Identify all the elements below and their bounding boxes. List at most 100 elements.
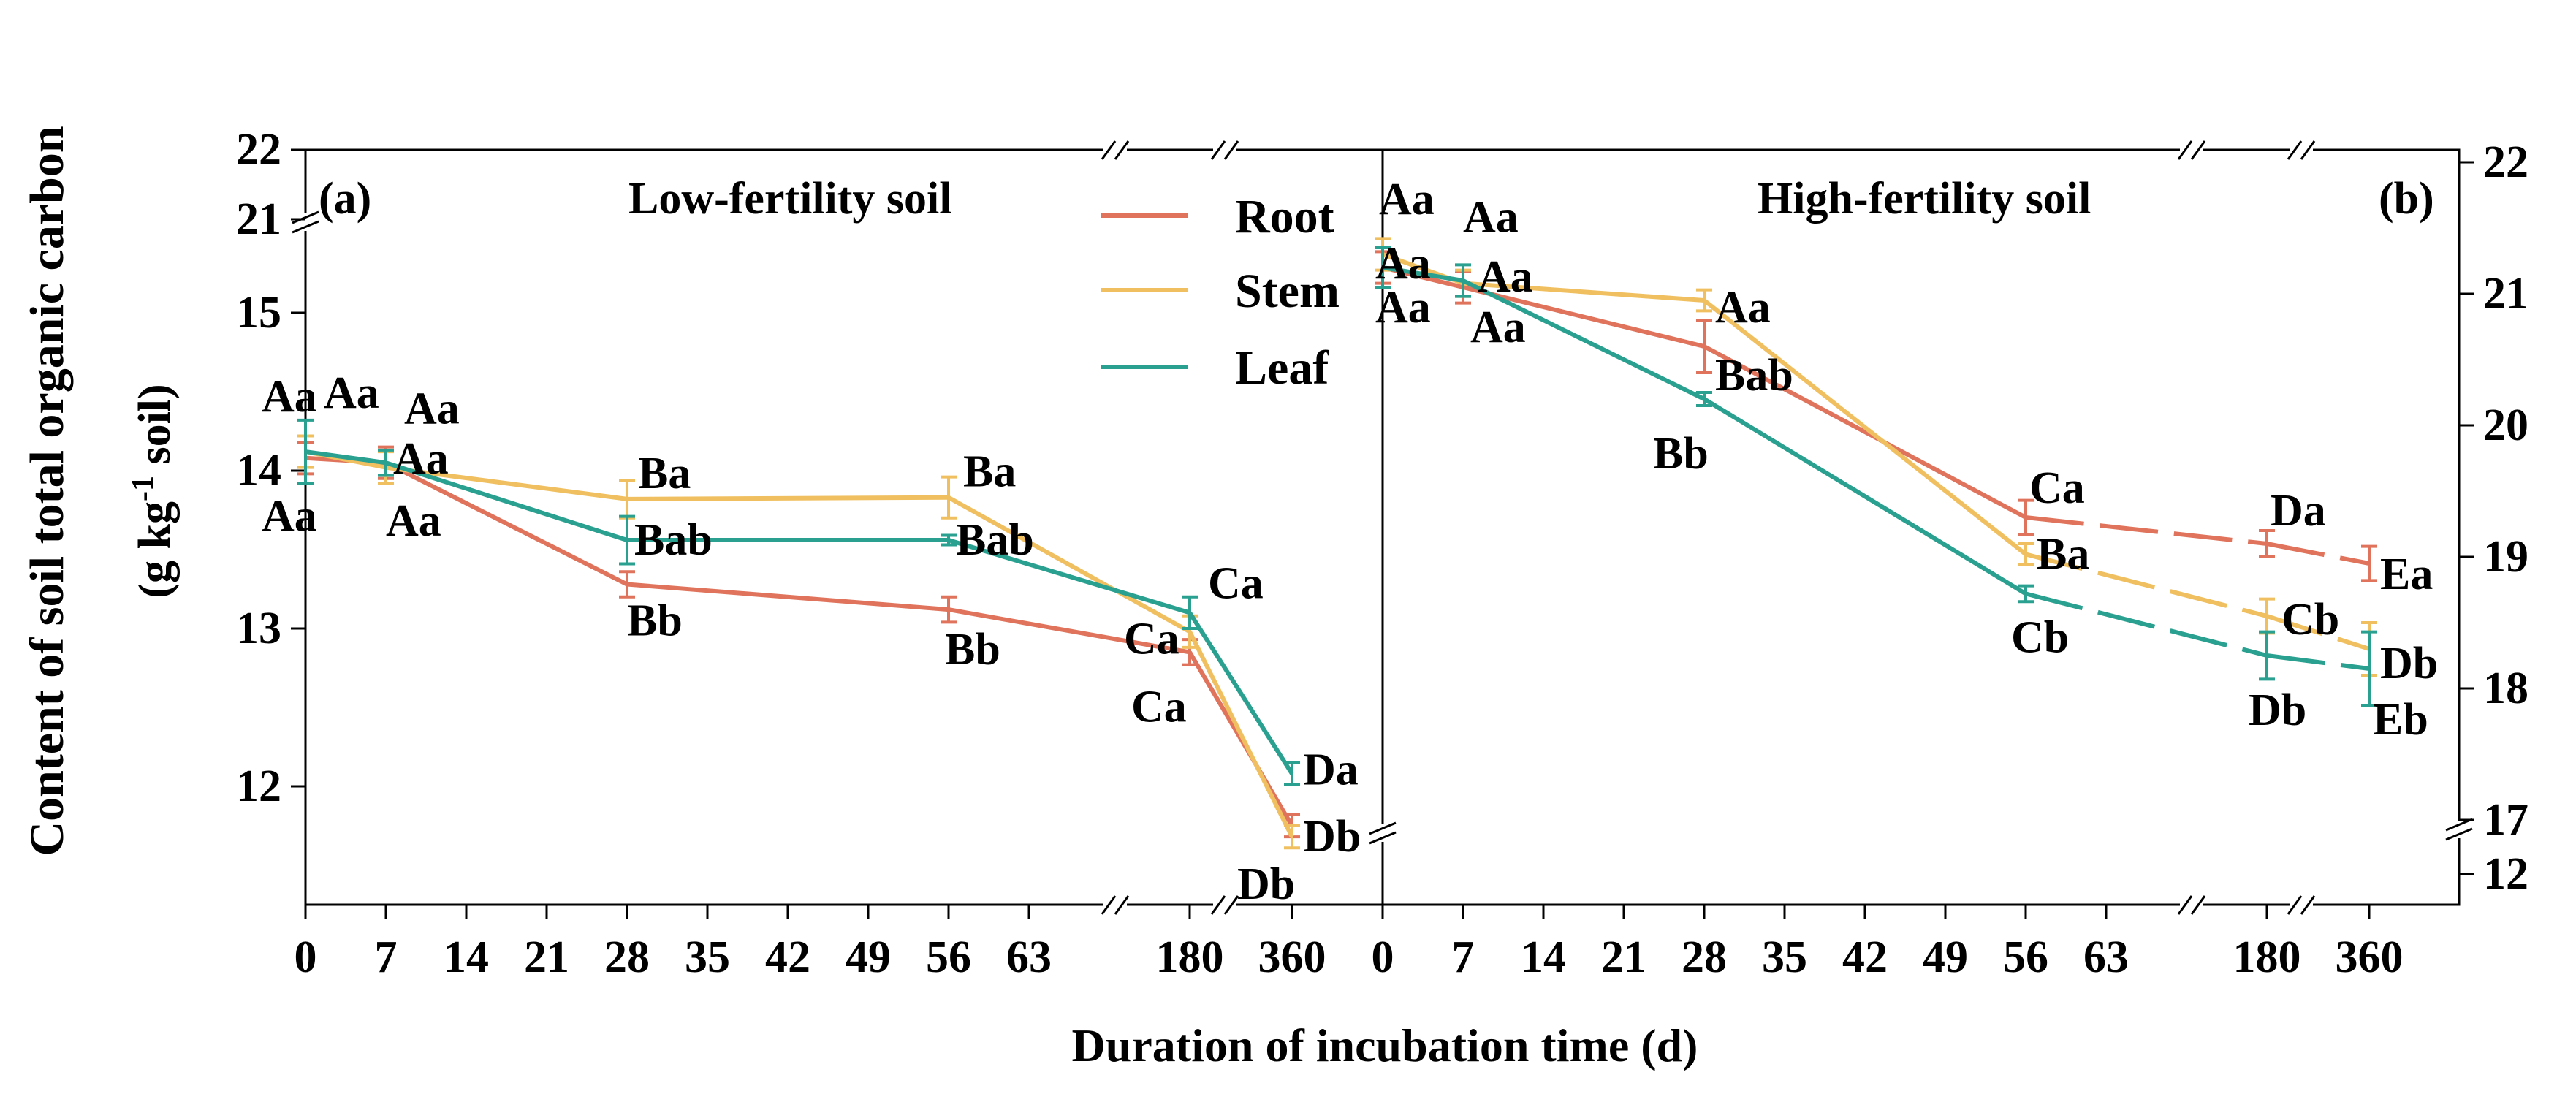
point-label-stem: Ca xyxy=(1124,614,1179,664)
series-line-root xyxy=(1462,285,1705,349)
panel-b-frame xyxy=(1383,148,2461,906)
series-line-leaf xyxy=(305,449,387,466)
point-label-stem: Ba xyxy=(2037,529,2089,579)
y-tick-label: 14 xyxy=(236,446,281,495)
y-axis-label: Content of soil total organic carbon xyxy=(20,126,74,856)
legend: Root Stem Leaf xyxy=(1101,190,1340,395)
y-tick-label: 13 xyxy=(236,604,281,653)
x-tick-label: 63 xyxy=(2083,932,2129,982)
x-tick-label: 35 xyxy=(685,932,730,982)
x-tick-label: 180 xyxy=(1156,932,1224,982)
point-label-root: Aa xyxy=(1375,283,1431,333)
series-line-stem xyxy=(1188,630,1294,838)
y-tick-label: 22 xyxy=(236,125,281,175)
x-tick-label: 14 xyxy=(1521,932,1566,982)
point-label-stem: Cb xyxy=(2281,595,2339,645)
point-label-leaf: Aa xyxy=(262,372,317,422)
x-tick-label: 49 xyxy=(846,932,891,982)
point-label-stem: Aa xyxy=(404,384,460,434)
x-tick-label: 360 xyxy=(2336,932,2404,982)
panel-b-label: (b) xyxy=(2379,174,2434,224)
series-line-root xyxy=(2025,515,2268,546)
series-line-leaf xyxy=(2266,653,2370,671)
point-label-root: Bab xyxy=(1715,351,1793,400)
point-label-leaf: Ca xyxy=(1208,558,1264,608)
point-label-root: Ca xyxy=(2029,463,2085,513)
axis-break-marks xyxy=(292,139,2473,916)
x-tick-label: 56 xyxy=(926,932,971,982)
point-label-stem: Aa xyxy=(1463,193,1519,243)
series-line-root xyxy=(948,607,1190,655)
point-label-root: Aa xyxy=(386,496,441,546)
x-tick-label: 14 xyxy=(444,932,489,982)
x-tick-label: 7 xyxy=(1452,932,1475,982)
point-label-root: Ea xyxy=(2380,550,2433,599)
series-line-stem xyxy=(1703,298,2027,556)
point-label-stem: Db xyxy=(1303,812,1361,862)
series-line-root xyxy=(1703,344,2027,520)
y-tick-label: 21 xyxy=(236,194,281,244)
point-label-root: Bb xyxy=(945,625,1000,675)
y-tick-label: 21 xyxy=(2483,269,2528,319)
x-tick-label: 35 xyxy=(1762,932,1807,982)
series-line-leaf xyxy=(1703,397,2027,596)
panel-a-series xyxy=(297,418,1300,850)
x-tick-label: 49 xyxy=(1923,932,1968,982)
point-label-leaf: Cb xyxy=(2011,612,2069,662)
x-axis-label: Duration of incubation time (d) xyxy=(1072,1019,1698,1071)
series-line-leaf xyxy=(948,538,1190,615)
x-tick-label: 0 xyxy=(295,932,317,982)
point-label-leaf: Eb xyxy=(2373,695,2428,745)
point-label-leaf: Aa xyxy=(1478,252,1533,302)
x-tick-label: 180 xyxy=(2233,932,2301,982)
point-label-root: Db xyxy=(1237,859,1295,909)
series-line-root xyxy=(384,460,628,587)
panel-a-ticks: 0 7 14 21 28 35 42 49 56 63 180 360 12 13 14 15 21 22 xyxy=(236,125,1326,982)
y-tick-label: 22 xyxy=(2483,137,2528,187)
x-tick-label: 56 xyxy=(2003,932,2048,982)
series-line-stem xyxy=(626,495,949,501)
series-line-stem xyxy=(2025,552,2268,618)
point-label-stem: Aa xyxy=(1715,283,1771,333)
point-label-leaf: Db xyxy=(2249,685,2306,735)
legend-label-leaf: Leaf xyxy=(1235,341,1329,395)
x-tick-label: 28 xyxy=(1682,932,1727,982)
x-tick-label: 360 xyxy=(1258,932,1326,982)
point-label-leaf: Da xyxy=(1303,745,1359,795)
series-line-leaf xyxy=(1462,278,1706,401)
point-label-stem: Aa xyxy=(1379,175,1435,224)
series-line-leaf xyxy=(1382,265,1464,283)
x-tick-label: 21 xyxy=(524,932,569,982)
x-tick-label: 63 xyxy=(1006,932,1052,982)
point-label-leaf: Aa xyxy=(1375,239,1431,289)
point-label-root: Aa xyxy=(1470,303,1526,352)
x-tick-label: 7 xyxy=(375,932,398,982)
point-label-root: Ca xyxy=(1131,682,1187,732)
series-line-leaf xyxy=(2025,591,2268,658)
point-label-leaf: Bab xyxy=(634,515,713,565)
point-label-root: Bb xyxy=(627,596,683,646)
point-label-leaf: Bab xyxy=(956,515,1034,565)
legend-label-root: Root xyxy=(1235,190,1334,243)
point-label-stem: Ba xyxy=(638,449,691,498)
x-tick-label: 21 xyxy=(1601,932,1646,982)
panel-a-title: Low-fertility soil xyxy=(628,174,952,224)
x-tick-label: 0 xyxy=(1372,932,1394,982)
series-line-leaf xyxy=(385,460,628,542)
y-tick-label: 12 xyxy=(2483,849,2528,899)
point-label-leaf: Bb xyxy=(1653,429,1709,479)
panel-b-title: High-fertility soil xyxy=(1758,174,2091,224)
x-tick-label: 42 xyxy=(765,932,810,982)
panel-a-frame xyxy=(304,148,1384,906)
series-line-stem xyxy=(1462,281,1705,303)
y-axis-units: (g kg-1 soil) xyxy=(126,384,180,598)
legend-label-stem: Stem xyxy=(1235,265,1340,318)
series-line-root xyxy=(2266,542,2370,566)
series-line-root xyxy=(626,582,949,612)
point-label-stem: Ba xyxy=(963,447,1016,497)
series-line-stem xyxy=(2266,614,2370,651)
